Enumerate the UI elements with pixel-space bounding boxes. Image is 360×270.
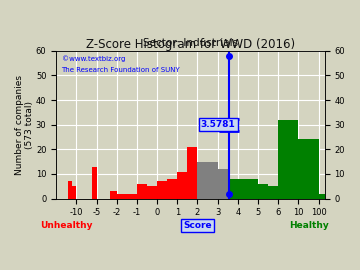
Bar xyxy=(258,184,268,199)
Title: Z-Score Histogram for WWD (2016): Z-Score Histogram for WWD (2016) xyxy=(86,38,295,51)
Bar xyxy=(72,186,76,199)
Bar xyxy=(208,162,218,199)
Text: Score: Score xyxy=(183,221,212,230)
Text: ©www.textbiz.org: ©www.textbiz.org xyxy=(62,55,125,62)
Bar xyxy=(147,186,157,199)
Bar xyxy=(298,140,319,199)
Bar xyxy=(93,167,96,199)
Bar xyxy=(167,179,177,199)
Bar xyxy=(218,169,228,199)
Bar xyxy=(157,181,167,199)
Bar xyxy=(68,181,72,199)
Bar xyxy=(127,194,137,199)
Bar xyxy=(278,120,298,199)
Bar xyxy=(198,162,208,199)
Bar xyxy=(187,147,198,199)
Text: 3.5781: 3.5781 xyxy=(201,120,235,129)
Bar xyxy=(268,186,278,199)
Y-axis label: Number of companies
(573 total): Number of companies (573 total) xyxy=(15,75,35,175)
Bar xyxy=(248,179,258,199)
Bar xyxy=(110,191,117,199)
Bar xyxy=(319,194,360,199)
Text: Sector: Industrials: Sector: Industrials xyxy=(143,38,238,48)
Bar xyxy=(238,179,248,199)
Text: The Research Foundation of SUNY: The Research Foundation of SUNY xyxy=(62,67,180,73)
Bar xyxy=(137,184,147,199)
Bar xyxy=(177,171,187,199)
Bar xyxy=(228,179,238,199)
Bar xyxy=(117,194,127,199)
Text: Unhealthy: Unhealthy xyxy=(40,221,93,230)
Text: Healthy: Healthy xyxy=(289,221,328,230)
